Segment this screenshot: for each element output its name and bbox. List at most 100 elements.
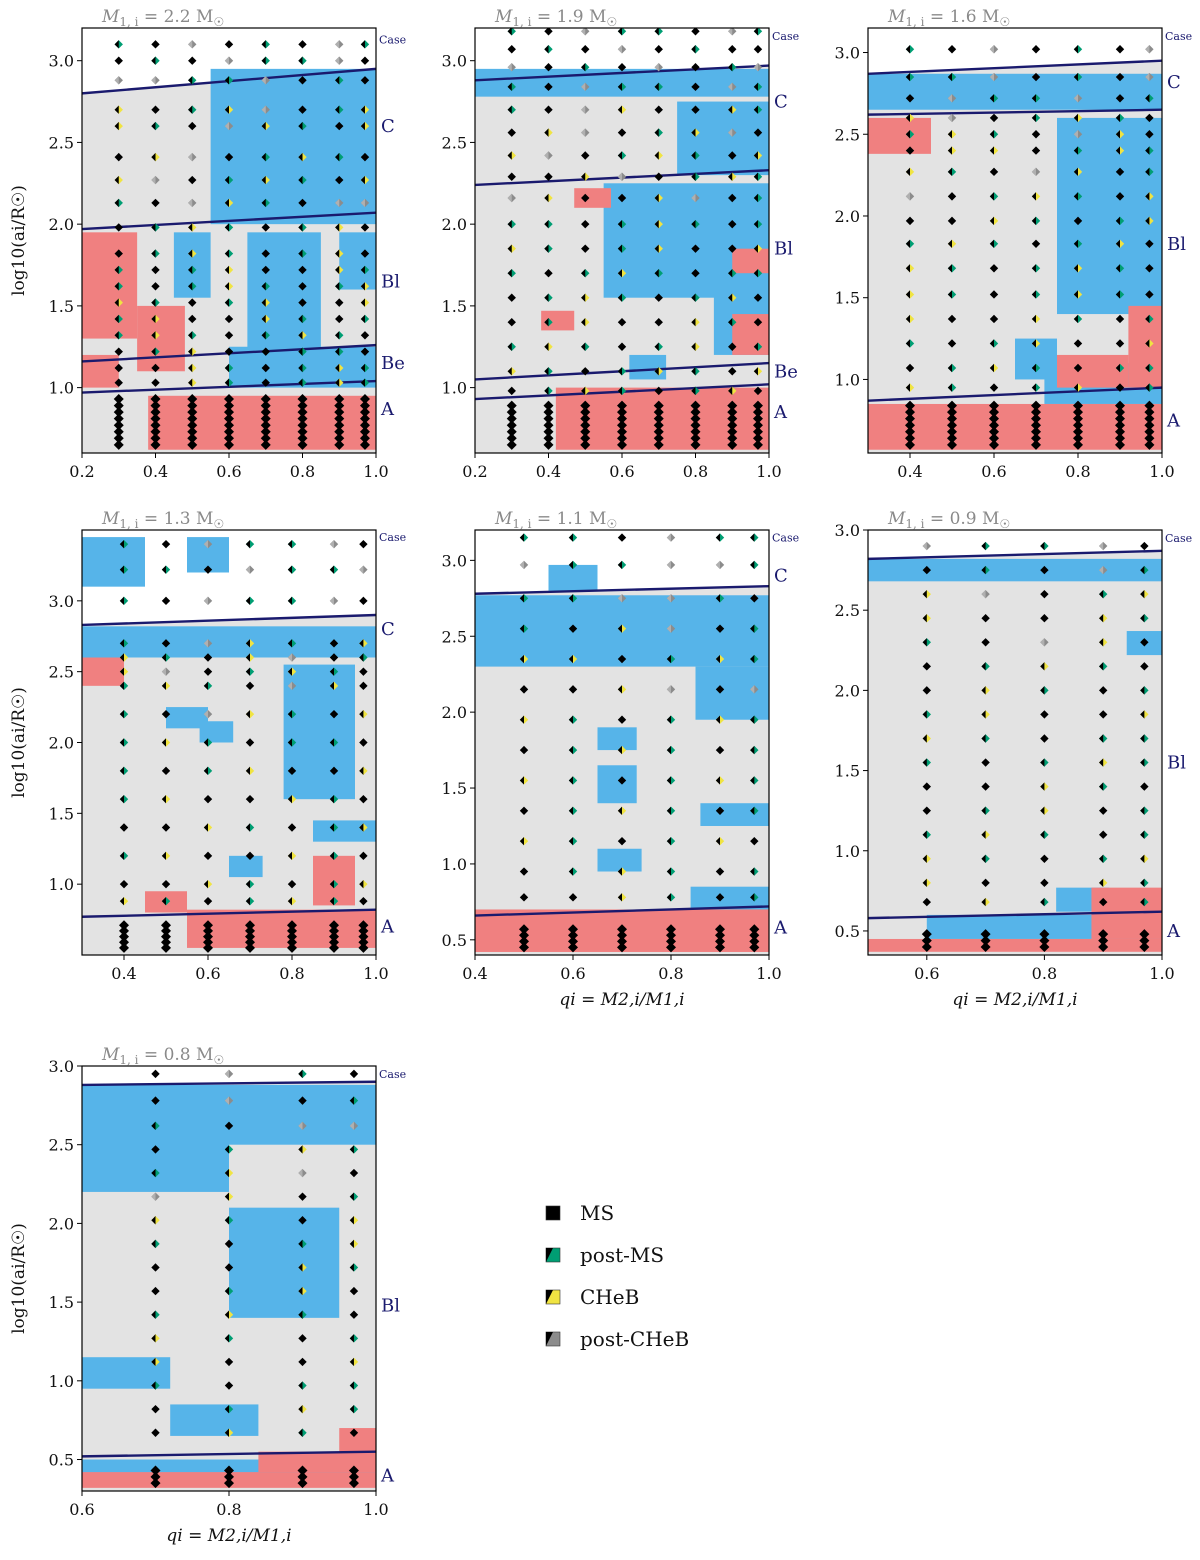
marker-ms-dense xyxy=(617,426,627,437)
marker-post-ms xyxy=(298,1069,307,1079)
marker-post-cheb xyxy=(161,667,171,676)
marker-post-cheb xyxy=(507,193,516,203)
case-label-a: A xyxy=(773,918,788,939)
marker-ms xyxy=(1140,541,1149,551)
blue-region xyxy=(313,820,376,842)
marker-cheb xyxy=(617,867,627,876)
marker-post-ms xyxy=(947,290,957,299)
marker-ms xyxy=(544,172,553,181)
marker-post-ms xyxy=(349,1263,359,1272)
marker-ms xyxy=(947,216,957,226)
marker-ms-dense xyxy=(580,400,591,411)
marker-ms xyxy=(947,314,957,324)
marker-post-ms xyxy=(519,624,529,633)
case-label-a: A xyxy=(380,399,395,420)
marker-post-ms xyxy=(666,893,676,902)
marker-post-cheb xyxy=(544,151,553,160)
marker-cheb xyxy=(224,265,234,275)
boundary-line-c xyxy=(475,584,769,595)
marker-post-ms xyxy=(298,1428,307,1437)
axes-frame xyxy=(867,529,1163,956)
plot-area xyxy=(475,530,769,955)
marker-ms xyxy=(728,367,737,376)
boundary-line-bl xyxy=(82,211,376,231)
marker-post-ms xyxy=(507,268,516,278)
marker-cheb xyxy=(1115,239,1125,248)
marker-post-ms xyxy=(151,1239,160,1249)
marker-ms-dense xyxy=(150,1478,161,1489)
marker-ms xyxy=(1115,45,1125,54)
marker-ms-dense xyxy=(287,925,297,936)
marker-ms-dense xyxy=(297,426,308,437)
marker-ms-dense xyxy=(947,400,957,411)
marker-cheb xyxy=(519,836,529,846)
marker-post-cheb xyxy=(224,1069,234,1079)
marker-ms-dense xyxy=(905,433,915,444)
marker-ms-dense xyxy=(113,413,124,424)
marker-ms-dense xyxy=(1098,929,1109,940)
marker-cheb xyxy=(360,175,370,185)
marker-ms-dense xyxy=(150,439,161,450)
marker-ms-dense xyxy=(1115,400,1125,411)
marker-ms xyxy=(298,198,307,208)
marker-ms-dense xyxy=(359,426,370,437)
marker-ms-dense xyxy=(297,400,308,411)
marker-post-cheb xyxy=(1073,94,1083,103)
marker-ms-dense xyxy=(287,942,297,953)
marker-ms xyxy=(245,851,255,861)
case-word: Case xyxy=(1165,30,1192,43)
marker-post-ms xyxy=(568,776,578,785)
marker-post-ms xyxy=(1099,589,1108,599)
y-tick-label: 0.5 xyxy=(835,922,860,941)
marker-post-cheb xyxy=(359,565,368,574)
marker-post-ms xyxy=(753,105,763,114)
marker-post-ms xyxy=(1140,897,1149,907)
marker-ms xyxy=(349,1428,359,1437)
marker-post-ms xyxy=(359,653,368,662)
x-tick-label: 0.8 xyxy=(216,1500,241,1519)
marker-cheb xyxy=(261,298,270,307)
marker-ms-dense xyxy=(690,407,701,418)
marker-ms-dense xyxy=(506,433,517,444)
marker-post-cheb xyxy=(151,1192,160,1201)
marker-cheb xyxy=(654,244,663,253)
marker-cheb xyxy=(287,667,297,676)
marker-cheb xyxy=(568,654,578,664)
marker-post-ms xyxy=(151,1310,160,1319)
marker-ms xyxy=(151,198,160,208)
marker-ms xyxy=(1099,710,1108,719)
marker-cheb xyxy=(298,1286,307,1296)
marker-ms-dense xyxy=(260,439,271,450)
marker-cheb xyxy=(905,113,915,123)
marker-ms-dense xyxy=(653,400,664,411)
marker-cheb xyxy=(728,105,737,114)
marker-cheb xyxy=(1099,614,1108,623)
marker-cheb xyxy=(161,851,171,861)
marker-post-ms xyxy=(298,121,307,131)
marker-ms xyxy=(507,45,516,54)
marker-ms xyxy=(161,539,171,549)
marker-ms xyxy=(691,63,700,72)
marker-ms-dense xyxy=(921,935,932,946)
marker-ms xyxy=(298,265,307,275)
marker-post-ms xyxy=(114,198,123,208)
marker-ms-dense xyxy=(905,407,915,418)
marker-cheb xyxy=(287,794,297,804)
marker-ms xyxy=(519,806,529,816)
marker-ms-dense xyxy=(203,925,213,936)
case-label-a: A xyxy=(1166,921,1181,942)
marker-post-ms xyxy=(654,128,663,137)
marker-cheb xyxy=(114,298,123,307)
marker-post-cheb xyxy=(224,121,234,131)
marker-cheb xyxy=(114,175,123,185)
marker-ms xyxy=(114,378,123,387)
marker-ms xyxy=(151,378,160,387)
marker-post-ms xyxy=(905,130,915,139)
marker-ms-dense xyxy=(297,420,308,431)
y-tick-label: 0.5 xyxy=(442,931,467,950)
marker-ms-dense xyxy=(727,426,738,437)
marker-ms xyxy=(922,897,931,907)
marker-post-ms xyxy=(922,758,931,767)
marker-ms xyxy=(298,1216,307,1225)
marker-ms-dense xyxy=(113,420,124,431)
